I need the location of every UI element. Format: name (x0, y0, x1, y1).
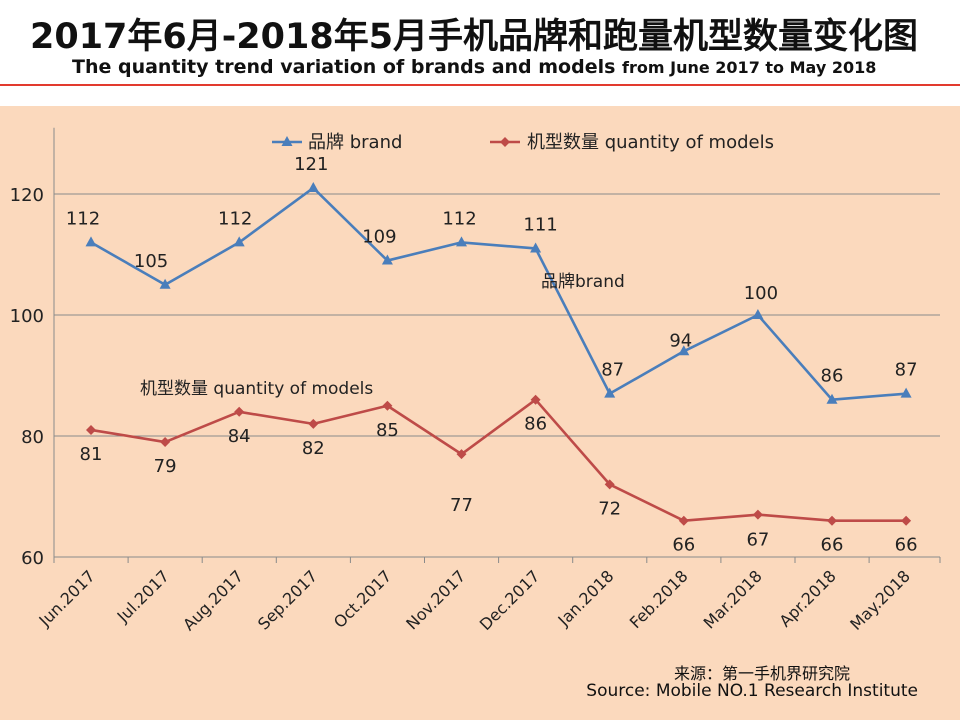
x-tick-label: Jul.2017 (113, 566, 173, 626)
models-data-label: 66 (895, 535, 918, 556)
brand-point (678, 345, 690, 356)
models-data-label: 79 (154, 456, 177, 477)
title-divider (0, 84, 960, 86)
models-data-label: 67 (746, 530, 769, 551)
legend-models-label: 机型数量 quantity of models (527, 132, 774, 153)
models-point (752, 509, 763, 520)
brand-point (233, 236, 245, 247)
models-data-label: 66 (672, 535, 695, 556)
brand-point (159, 278, 171, 289)
source-cn: 来源：第一手机界研究院 (673, 664, 850, 683)
models-data-label: 66 (821, 535, 844, 556)
x-tick-label: Apr.2018 (775, 566, 839, 630)
models-point (604, 479, 615, 490)
models-point (382, 400, 393, 411)
x-tick-label: Sep.2017 (254, 566, 321, 633)
models-data-label: 72 (598, 498, 621, 519)
x-tick-label: Nov.2017 (402, 566, 469, 633)
models-point (160, 437, 171, 448)
chart-title: 2017年6月-2018年5月手机品牌和跑量机型数量变化图 (30, 17, 919, 57)
chart-subtitle: The quantity trend variation of brands a… (72, 56, 876, 78)
brand-data-label: 100 (744, 283, 778, 304)
x-tick-label: Mar.2018 (700, 566, 766, 632)
y-tick-label: 80 (21, 427, 44, 448)
x-tick-label: Jun.2017 (35, 566, 99, 630)
models-point (234, 406, 245, 417)
brand-point (900, 387, 912, 398)
models-data-label: 77 (450, 495, 473, 516)
models-data-label: 85 (376, 420, 399, 441)
models-point (308, 418, 319, 429)
legend-brand-label: 品牌 brand (308, 132, 402, 153)
brand-point (530, 242, 542, 253)
brand-data-label: 111 (523, 214, 557, 235)
models-point (86, 424, 96, 435)
brand-data-label: 112 (66, 208, 100, 229)
y-tick-label: 100 (10, 306, 44, 327)
brand-point (456, 236, 467, 247)
brand-data-label: 112 (218, 208, 252, 229)
brand-series-line (90, 186, 907, 402)
x-tick-label: Feb.2018 (626, 566, 692, 632)
brand-point (826, 393, 838, 404)
models-data-label: 86 (524, 414, 547, 435)
models-point (678, 515, 689, 526)
brand-data-label: 121 (294, 154, 328, 175)
models-data-label: 82 (302, 438, 325, 459)
x-tick-label: Dec.2017 (476, 566, 544, 634)
brand-data-label: 87 (601, 360, 624, 381)
brand-data-label: 94 (669, 330, 692, 351)
source-en: Source: Mobile NO.1 Research Institute (586, 681, 918, 701)
legend-models-marker (500, 137, 510, 147)
brand-point (604, 387, 616, 398)
brand-point (307, 181, 319, 192)
models-series-line (90, 398, 907, 523)
models-point (456, 449, 467, 460)
models-point (901, 515, 912, 526)
y-tick-label: 120 (10, 185, 44, 206)
x-tick-label: Aug.2017 (179, 566, 247, 634)
brand-data-label: 112 (442, 208, 476, 229)
x-tick-label: May.2018 (846, 566, 914, 634)
models-data-label: 84 (228, 426, 251, 447)
models-annotation: 机型数量 quantity of models (140, 379, 373, 399)
subtitle-range: from June 2017 to May 2018 (622, 58, 877, 77)
x-tick-label: Jan.2018 (554, 566, 618, 630)
models-data-label: 81 (80, 444, 103, 465)
chart-area (0, 106, 960, 720)
brand-data-label: 109 (362, 227, 396, 248)
brand-data-label: 105 (134, 251, 168, 272)
brand-point (752, 309, 764, 319)
legend-brand-marker (281, 136, 293, 146)
brand-annotation: 品牌brand (541, 272, 625, 292)
brand-point (85, 236, 97, 247)
models-point (530, 394, 541, 405)
models-point (827, 515, 837, 526)
brand-data-label: 86 (821, 366, 844, 387)
subtitle-main: The quantity trend variation of brands a… (72, 56, 616, 78)
y-tick-label: 60 (21, 548, 44, 569)
brand-data-label: 87 (895, 360, 918, 381)
brand-point (381, 254, 393, 265)
title-block: 2017年6月-2018年5月手机品牌和跑量机型数量变化图 The quanti… (0, 0, 960, 86)
x-tick-label: Oct.2017 (330, 566, 395, 631)
